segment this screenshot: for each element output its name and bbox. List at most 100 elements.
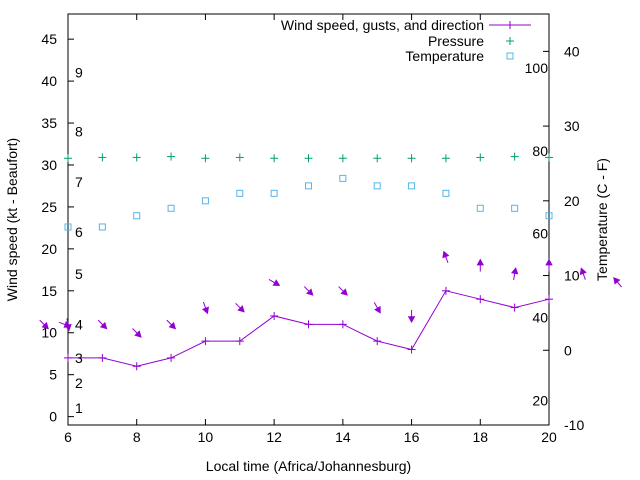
temperature-point [476,204,484,212]
pressure-point [235,153,244,162]
fahrenheit-label: 80 [532,143,548,159]
y-left-tick-label: 15 [41,283,57,299]
legend-label-pressure: Pressure [428,33,484,49]
wind-speed-point [132,362,141,371]
wind-direction-arrow [97,319,108,330]
y-left-tick-label: 20 [41,241,57,257]
pressure-point [510,152,519,161]
wind-arrow-head [579,267,587,276]
y-left-tick-label: 30 [41,157,57,173]
wind-speed-point [373,337,382,346]
x-tick-label: 14 [335,429,351,445]
wind-direction-arrow [442,250,450,264]
wind-arrow-head [545,258,553,266]
y-left-tick-label: 5 [49,367,57,383]
temperature-point [64,223,72,231]
legend-label-temperature: Temperature [405,48,484,64]
beaufort-label: 8 [75,123,83,139]
y-left-tick-label: 40 [41,73,57,89]
wind-direction-arrow [303,286,314,296]
wind-direction-arrow [166,319,177,330]
wind-arrow-head [511,267,519,275]
wind-arrow-head [64,323,72,332]
wind-direction-arrow [373,302,381,314]
temperature-point [236,189,244,197]
pressure-point [98,153,107,162]
pressure-point [132,153,141,162]
pressure-point [407,154,416,163]
beaufort-label: 2 [75,375,83,391]
pressure-point [338,154,347,163]
x-tick-label: 18 [472,429,488,445]
wind-arrow-head [202,306,210,315]
fahrenheit-label: 100 [525,60,549,76]
x-axis-label: Local time (Africa/Johannesburg) [206,458,411,474]
wind-arrow-head [168,321,177,330]
wind-speed-point [64,353,72,362]
pressure-point [201,154,210,163]
pressure-point [167,152,176,161]
wind-arrow-head [306,288,314,296]
temperature-point [339,174,347,182]
wind-speed-point [167,353,176,362]
wind-arrow-head [237,305,245,313]
temperature-point [442,189,450,197]
pressure-point [441,154,450,163]
pressure-point [373,154,382,163]
beaufort-label: 4 [75,316,83,332]
temperature-point [98,223,106,231]
pressure-point [545,153,553,162]
temperature-point [201,197,209,205]
wind-speed-point [270,311,279,320]
x-tick-label: 16 [404,429,420,445]
wind-speed-point [476,295,485,304]
x-tick-label: 10 [198,429,214,445]
temperature-point [545,212,553,220]
y-right-axis-label: Temperature (C - F) [594,158,610,281]
fahrenheit-label: 20 [532,392,548,408]
y-left-tick-label: 25 [41,199,57,215]
wind-direction-arrow [338,286,348,296]
wind-arrow-head [442,250,450,259]
wind-arrow-head [41,321,49,330]
temperature-point [511,204,519,212]
beaufort-label: 7 [75,174,83,190]
pressure-point [476,153,485,162]
legend-marker-temperature [506,52,514,60]
wind-direction-arrow [579,267,587,280]
pressure-point [304,154,313,163]
temperature-point [305,182,312,190]
wind-direction-arrow [476,258,485,272]
y-left-tick-label: 45 [41,31,57,47]
wind-direction-arrow [39,319,49,330]
y-left-tick-label: 35 [41,115,57,131]
legend-marker-pressure [506,37,514,45]
y-left-axis-label: Wind speed (kt - Beaufort) [4,138,20,301]
temperature-point [373,182,381,190]
wind-speed-line [68,290,550,367]
wind-arrow-head [407,316,416,324]
wind-speed-point [98,353,107,362]
wind-speed-point [545,295,553,304]
wind-arrow-head [613,277,621,285]
y-left-tick-label: 10 [41,325,57,341]
wind-direction-arrow [202,301,210,315]
wind-speed-point [338,320,347,329]
legend-marker-wind [506,21,514,29]
wind-direction-arrow [132,328,142,338]
beaufort-label: 3 [75,350,83,366]
x-tick-label: 8 [133,429,141,445]
temperature-point [133,212,141,220]
wind-arrow-head [476,258,485,266]
wind-speed-point [201,337,210,346]
y-right-tick-label: 30 [564,118,580,134]
wind-arrow-head [374,305,381,314]
wind-direction-arrow [64,318,72,332]
wind-arrow-head [134,330,142,338]
beaufort-label: 5 [75,266,83,282]
y-right-tick-label: 20 [564,193,580,209]
x-tick-label: 12 [266,429,282,445]
beaufort-label: 9 [75,65,83,81]
